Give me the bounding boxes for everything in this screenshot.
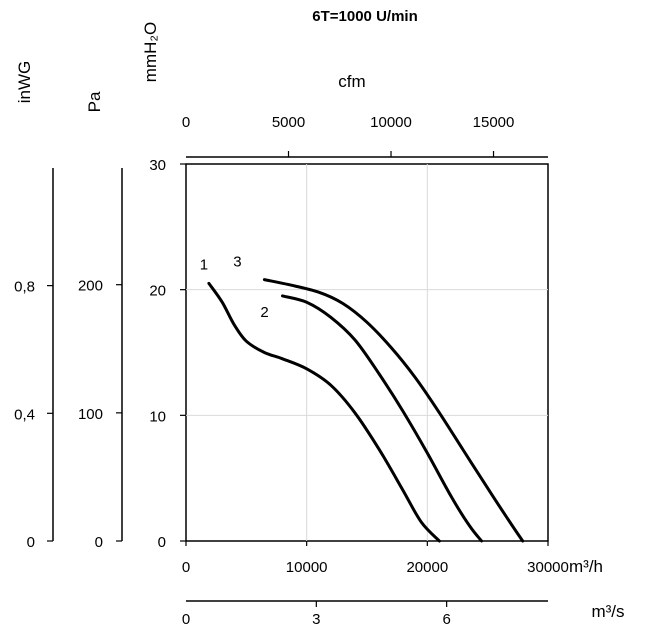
cfm-axis-label: cfm	[338, 72, 365, 91]
mmh2o-tick-label: 10	[149, 408, 166, 425]
inwg-tick-label: 0	[27, 534, 35, 551]
cfm-axis: cfm 0 5000 10000 15000	[182, 72, 548, 158]
inwg-axis: inWG 0 0,4 0,8	[14, 61, 54, 551]
curve-label-1: 1	[200, 256, 208, 273]
pa-tick-label: 100	[78, 406, 103, 423]
mmh2o-axis-label: mmH₂O	[141, 22, 160, 82]
m3s-tick-label: 0	[182, 611, 190, 627]
mmh2o-tick-label: 30	[149, 157, 166, 174]
curves: 1 2 3	[200, 254, 525, 543]
cfm-tick-label: 5000	[272, 114, 305, 131]
m3h-axis-label: m³/h	[569, 557, 603, 576]
m3h-tick-label: 0	[182, 559, 190, 576]
plot-frame	[185, 163, 549, 542]
curve-label-2: 2	[260, 304, 268, 321]
inwg-axis-label: inWG	[15, 61, 34, 104]
curve-3	[262, 278, 525, 543]
m3s-tick-label: 6	[442, 611, 450, 627]
pa-axis: Pa 0 100 200	[78, 91, 123, 551]
curve-2	[281, 294, 484, 543]
m3h-tick-label: 10000	[286, 559, 328, 576]
chart-title: 6T=1000 U/min	[312, 8, 417, 25]
mmh2o-axis: mmH₂O 0 10 20 30	[141, 22, 186, 551]
m3s-axis-label: m³/s	[591, 602, 624, 621]
inwg-tick-label: 0,4	[14, 406, 35, 423]
pa-tick-label: 200	[78, 278, 103, 295]
cfm-tick-label: 0	[182, 114, 190, 131]
m3h-tick-label: 20000	[406, 559, 448, 576]
cfm-tick-label: 15000	[473, 114, 515, 131]
mmh2o-tick-label: 0	[158, 534, 166, 551]
curve-1	[207, 281, 441, 543]
pa-tick-label: 0	[95, 534, 103, 551]
m3s-axis: m³/s 0 3 6	[182, 600, 625, 627]
cfm-tick-label: 10000	[370, 114, 412, 131]
grid-lines	[186, 164, 548, 541]
m3s-tick-label: 3	[312, 611, 320, 627]
plot-area: 1 2 3	[185, 163, 549, 543]
pa-axis-label: Pa	[85, 91, 104, 112]
m3h-axis: m³/h 0 10000 20000 30000	[182, 541, 603, 576]
mmh2o-tick-label: 20	[149, 283, 166, 300]
curve-label-3: 3	[233, 254, 241, 271]
m3h-tick-label: 30000	[527, 559, 569, 576]
inwg-tick-label: 0,8	[14, 279, 35, 296]
